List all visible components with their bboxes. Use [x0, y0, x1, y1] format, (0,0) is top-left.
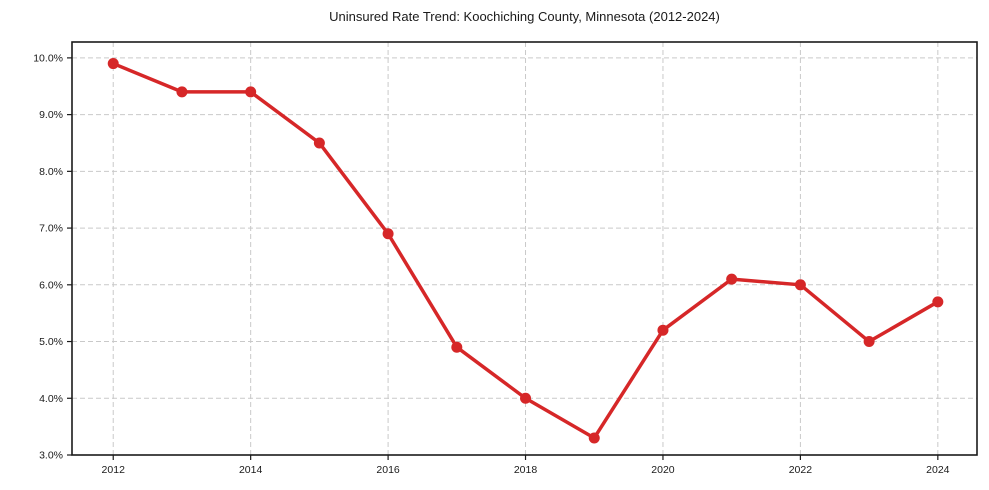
data-point: [932, 296, 944, 308]
x-tick-label: 2022: [789, 464, 813, 476]
y-tick-label: 7.0%: [39, 223, 63, 235]
x-tick-label: 2016: [376, 464, 400, 476]
y-tick-label: 6.0%: [39, 279, 63, 291]
y-tick-label: 3.0%: [39, 450, 63, 462]
data-point: [657, 324, 669, 336]
data-point: [245, 86, 257, 98]
plot-border: [71, 41, 978, 456]
data-point: [794, 279, 806, 291]
y-tick-label: 8.0%: [39, 166, 63, 178]
x-tick-label: 2014: [239, 464, 263, 476]
y-tick-label: 4.0%: [39, 393, 63, 405]
data-point: [382, 228, 394, 240]
y-tick-label: 9.0%: [39, 109, 63, 121]
y-tick-label: 10.0%: [33, 52, 63, 64]
data-point: [520, 392, 532, 404]
data-point: [313, 137, 325, 149]
x-tick-label: 2018: [514, 464, 538, 476]
data-point: [107, 58, 119, 70]
x-tick-label: 2012: [102, 464, 126, 476]
data-point: [451, 341, 463, 353]
chart-title: Uninsured Rate Trend: Koochiching County…: [329, 9, 720, 24]
data-point: [176, 86, 188, 98]
x-tick-label: 2024: [926, 464, 950, 476]
data-point: [863, 336, 875, 348]
y-tick-label: 5.0%: [39, 336, 63, 348]
x-tick-label: 2020: [651, 464, 675, 476]
data-point: [588, 432, 600, 444]
data-point: [726, 273, 738, 285]
